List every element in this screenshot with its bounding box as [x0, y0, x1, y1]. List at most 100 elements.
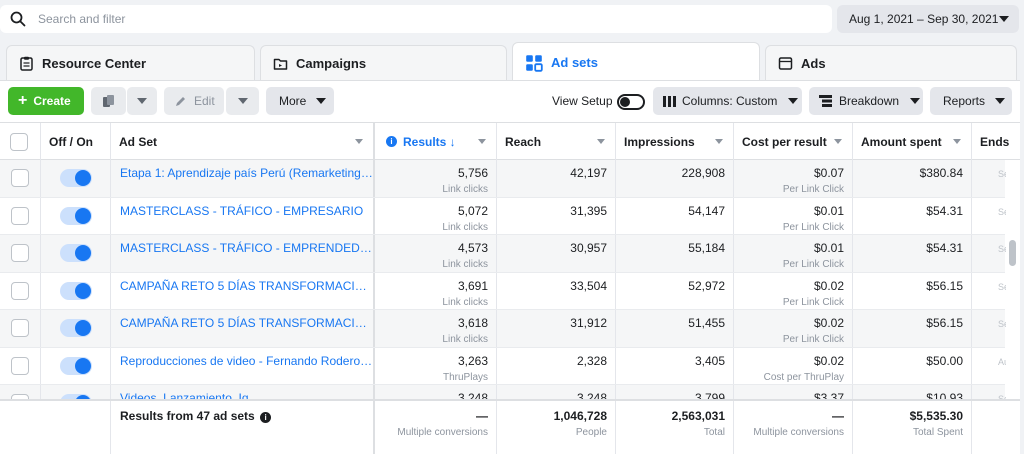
row-adset-cell: Etapa 1: Aprendizaje país Perú (Remarket… [111, 160, 375, 197]
row-on-off-toggle[interactable] [60, 281, 92, 300]
adset-name-link[interactable]: CAMPAÑA RETO 5 DÍAS TRANSFORMACIÓN ... [120, 278, 373, 293]
row-cost-cell: $0.02 Per Link Click [734, 310, 853, 347]
header-label: Impressions [624, 134, 695, 149]
row-reach-cell: 33,504 [497, 272, 616, 309]
row-cost-cell: $0.02 Per Link Click [734, 272, 853, 309]
footer-spent-sub: Total Spent [912, 427, 963, 438]
info-icon: i [386, 136, 397, 147]
row-select-cell [0, 310, 41, 347]
select-all-checkbox[interactable] [10, 132, 28, 151]
chevron-down-icon [137, 98, 147, 104]
search-icon [10, 11, 26, 27]
row-on-off-toggle[interactable] [60, 319, 92, 337]
row-on-off-toggle[interactable] [60, 244, 92, 262]
row-reach-cell: 2,328 [497, 347, 616, 384]
columns-icon [663, 95, 676, 107]
row-checkbox[interactable] [11, 281, 29, 300]
adset-name-link[interactable]: Reproducciones de video - Fernando Roder… [120, 353, 373, 368]
tab-campaigns[interactable]: Campaigns [260, 45, 507, 81]
chevron-down-icon [995, 98, 1006, 104]
tab-resource-center[interactable]: Resource Center [6, 45, 255, 81]
cost-sub: Per Link Click [782, 259, 844, 270]
footer-ends [972, 401, 1020, 454]
duplicate-dropdown-button[interactable] [127, 87, 157, 115]
row-on-off-toggle[interactable] [60, 169, 92, 187]
reports-button[interactable]: Reports [930, 87, 1012, 115]
header-off-on[interactable]: Off / On [41, 123, 111, 160]
edit-dropdown-button[interactable] [226, 87, 259, 115]
row-results-cell: 5,072 Link clicks [376, 197, 497, 234]
view-setup-toggle[interactable] [617, 94, 645, 110]
header-cost-per-result[interactable]: Cost per result [734, 123, 853, 160]
spent-value: $380.84 [919, 166, 963, 180]
row-spent-cell: $54.31 [853, 197, 972, 234]
breakdown-button[interactable]: Breakdown [809, 87, 923, 115]
table-row[interactable]: MASTERCLASS - TRÁFICO - EMPRESARIO 5,072 L… [0, 197, 1009, 235]
header-results[interactable]: i Results ↓ [376, 123, 497, 160]
row-checkbox[interactable] [11, 206, 29, 225]
footer-results: — Multiple conversions [376, 401, 497, 454]
columns-button[interactable]: Columns: Custom [653, 87, 802, 115]
edit-button[interactable]: Edit [164, 87, 224, 115]
row-select-cell [0, 235, 41, 272]
search-input[interactable] [38, 12, 638, 26]
date-range-picker[interactable]: Aug 1, 2021 – Sep 30, 2021 [837, 5, 1019, 33]
table-row[interactable]: MASTERCLASS - TRÁFICO - EMPRENDEDOR 4,573… [0, 235, 1009, 273]
row-on-off-toggle[interactable] [60, 206, 92, 225]
footer-spent-value: $5,535.30 [909, 409, 963, 423]
row-checkbox[interactable] [11, 356, 29, 375]
spent-value: $50.00 [926, 353, 963, 368]
row-checkbox[interactable] [11, 169, 29, 187]
header-ad-set[interactable]: Ad Set [111, 123, 375, 160]
header-label: Reach [505, 134, 542, 149]
adset-name-link[interactable]: MASTERCLASS - TRÁFICO - EMPRESARIO [120, 203, 364, 218]
table-row[interactable]: Reproducciones de video - Fernando Roder… [0, 347, 1009, 385]
tab-ad-sets[interactable]: Ad sets [512, 42, 760, 82]
row-checkbox[interactable] [11, 319, 29, 337]
results-sub: ThruPlays [442, 371, 488, 383]
row-ends-cell: Se [998, 281, 1010, 292]
adset-name-link[interactable]: MASTERCLASS - TRÁFICO - EMPRENDEDOR [120, 241, 373, 255]
search-bar[interactable] [0, 5, 832, 33]
header-select-all [0, 123, 41, 160]
tab-label: Resource Center [42, 56, 147, 71]
chevron-down-icon [999, 16, 1009, 22]
cost-value: $0.01 [813, 203, 844, 218]
row-checkbox[interactable] [11, 244, 29, 262]
results-value: 3,618 [457, 316, 488, 330]
edit-label: Edit [194, 94, 215, 108]
view-setup-label: View Setup [552, 94, 613, 108]
results-value: 5,756 [457, 166, 488, 180]
row-cost-cell: $0.01 Per Link Click [734, 235, 853, 272]
cost-sub: Cost per ThruPlay [763, 371, 844, 383]
scrollbar-thumb[interactable] [1009, 240, 1016, 266]
footer-label: Results from 47 ad sets i [111, 409, 373, 423]
chevron-down-icon [316, 98, 327, 104]
table-row[interactable]: Etapa 1: Aprendizaje país Perú (Remarket… [0, 160, 1010, 198]
duplicate-button[interactable] [91, 87, 126, 115]
row-select-cell [0, 347, 41, 384]
footer-cost-sub: Multiple conversions [753, 427, 844, 438]
more-button[interactable]: More [266, 87, 334, 115]
table-row[interactable]: CAMPAÑA RETO 5 DÍAS TRANSFORMACIÓN ... 3,… [0, 272, 1010, 310]
row-on-off-toggle[interactable] [60, 356, 92, 375]
row-reach-cell: 31,912 [497, 310, 616, 347]
chevron-down-icon [788, 98, 799, 104]
date-range-label: Aug 1, 2021 – Sep 30, 2021 [849, 12, 999, 26]
header-ends[interactable]: Ends [972, 123, 1020, 160]
footer-label-text: Results from 47 ad sets [120, 409, 255, 423]
info-icon[interactable]: i [260, 412, 272, 423]
header-impressions[interactable]: Impressions [616, 123, 734, 160]
row-ends-cell: Se [998, 169, 1010, 179]
header-amount-spent[interactable]: Amount spent [853, 123, 972, 160]
adset-name-link[interactable]: Etapa 1: Aprendizaje país Perú (Remarket… [120, 166, 373, 180]
footer-results-value: — [476, 409, 488, 423]
table-row[interactable]: CAMPAÑA RETO 5 DÍAS TRANSFORMACIÓN ... 3,… [0, 310, 1009, 348]
create-button[interactable]: + Create [8, 87, 84, 115]
adset-name-link[interactable]: CAMPAÑA RETO 5 DÍAS TRANSFORMACIÓN ... [120, 316, 373, 330]
row-spent-cell: $56.15 [853, 310, 972, 347]
header-reach[interactable]: Reach [497, 123, 616, 160]
impressions-value: 51,455 [688, 316, 725, 330]
tab-ads[interactable]: Ads [765, 45, 1017, 81]
vertical-scrollbar[interactable] [1006, 160, 1020, 399]
